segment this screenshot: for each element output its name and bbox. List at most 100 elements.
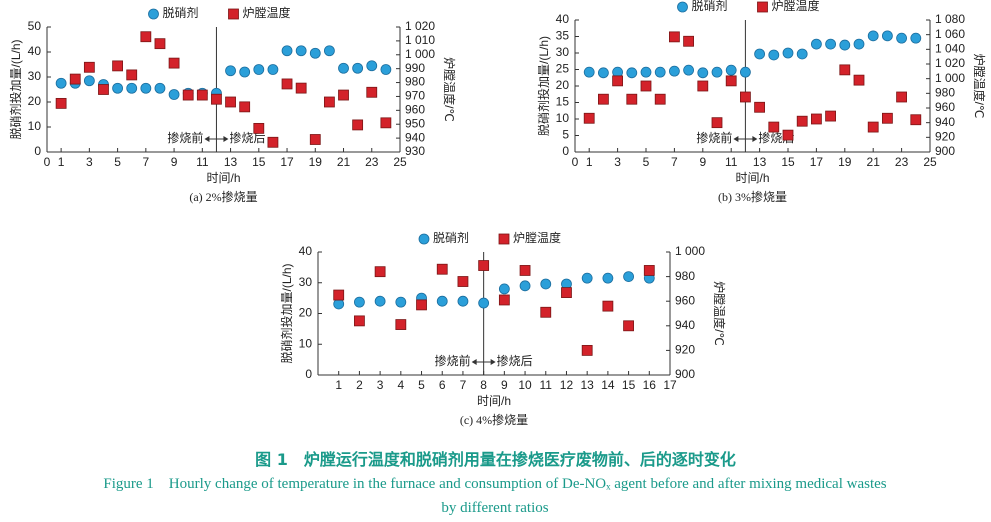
point (126, 69, 138, 81)
point (853, 38, 865, 50)
point (55, 97, 67, 109)
y2-tick-label: 1 040 (935, 42, 965, 56)
x-tick-label: 11 (196, 155, 209, 169)
y-tick-label: 40 (28, 44, 42, 58)
x-tick-label: 14 (601, 378, 615, 392)
point (623, 320, 634, 332)
point (598, 93, 609, 105)
x-tick-label: 0 (572, 155, 579, 169)
point (126, 82, 138, 94)
x-tick-label: 9 (699, 155, 706, 169)
x-tick-label: 3 (377, 378, 384, 392)
point (853, 74, 865, 86)
x-tick-label: 16 (643, 378, 657, 392)
y2-tick-label: 900 (935, 144, 955, 158)
annotation: 掺烧前 (167, 130, 203, 145)
y-axis-title: 脱硝剂投加量/(L/h) (8, 39, 23, 139)
x-tick-label: 7 (460, 378, 467, 392)
caption-title-en: Figure 1 Hourly change of temperature in… (103, 476, 887, 516)
y-tick-label: 35 (556, 29, 570, 43)
point (333, 289, 345, 301)
legend-marker (228, 8, 239, 20)
point (154, 82, 166, 94)
point (867, 30, 879, 42)
point (561, 287, 572, 298)
point (768, 49, 780, 61)
y2-tick-label: 920 (675, 343, 695, 357)
x-tick-label: 1 (335, 378, 342, 392)
y2-tick-label: 1 020 (935, 56, 965, 70)
point (295, 82, 307, 94)
point (323, 96, 335, 108)
x-tick-label: 1 (58, 155, 65, 169)
y2-tick-label: 980 (935, 86, 955, 100)
x-tick-label: 3 (86, 155, 93, 169)
legend-marker (677, 1, 688, 13)
point (669, 31, 680, 43)
y2-tick-label: 970 (405, 89, 425, 103)
legend-label: 脱硝剂 (433, 230, 469, 245)
legend-marker (498, 233, 510, 245)
point (98, 84, 109, 95)
y2-tick-label: 1 000 (675, 244, 705, 258)
y-tick-label: 10 (556, 111, 570, 125)
point (281, 45, 293, 57)
point (711, 117, 723, 129)
y2-tick-label: 960 (675, 293, 695, 307)
arrow-head (204, 136, 229, 142)
point (281, 78, 293, 90)
point (498, 294, 510, 306)
x-tick-label: 12 (560, 378, 574, 392)
point (811, 113, 822, 125)
y-tick-label: 15 (556, 95, 570, 109)
y2-tick-label: 940 (935, 115, 955, 129)
point (754, 101, 765, 113)
point (602, 300, 614, 312)
point (478, 297, 490, 309)
y-tick-label: 0 (305, 367, 312, 381)
y2-tick-label: 1 020 (405, 19, 435, 33)
point (740, 91, 751, 103)
point (140, 82, 152, 94)
point (623, 271, 634, 283)
x-tick-label: 7 (671, 155, 678, 169)
y2-tick-label: 990 (405, 61, 425, 75)
y2-tick-label: 980 (405, 75, 425, 89)
point (768, 121, 780, 133)
point (338, 62, 349, 74)
point (782, 47, 794, 59)
point (626, 67, 638, 79)
x-tick-label: 7 (142, 155, 149, 169)
point (498, 283, 510, 295)
point (782, 129, 794, 141)
y2-tick-label: 950 (405, 116, 425, 130)
legend-marker (757, 1, 768, 13)
y-tick-label: 0 (562, 144, 569, 158)
legend-label: 炉膛温度 (772, 0, 820, 13)
point (83, 75, 95, 87)
y-tick-label: 30 (28, 69, 42, 83)
y2-tick-label: 960 (405, 103, 425, 117)
x-tick-label: 10 (518, 378, 532, 392)
legend-label: 脱硝剂 (692, 0, 728, 13)
x-tick-label: 17 (663, 378, 677, 392)
point (83, 61, 95, 73)
x-tick-label: 15 (622, 378, 636, 392)
x-tick-label: 13 (753, 155, 767, 169)
x-tick-label: 9 (171, 155, 178, 169)
point (683, 64, 694, 76)
annotation: 掺烧前 (696, 130, 732, 145)
y2-tick-label: 940 (405, 130, 425, 144)
figure: 0 1 3 5 7 9 11 13 15 17 19 21 23 25010203040509309409… (8, 0, 987, 427)
point (366, 86, 378, 98)
point (478, 260, 490, 271)
point (519, 265, 531, 276)
point (323, 45, 335, 57)
point (168, 57, 180, 69)
caption-title: 图 1 炉膛运行温度和脱硝剂用量在掺烧医疗废物前、后的逐时变化 (255, 450, 736, 469)
legend-marker (148, 8, 159, 20)
point (725, 64, 737, 76)
y-tick-label: 20 (299, 306, 313, 320)
point (725, 75, 737, 87)
